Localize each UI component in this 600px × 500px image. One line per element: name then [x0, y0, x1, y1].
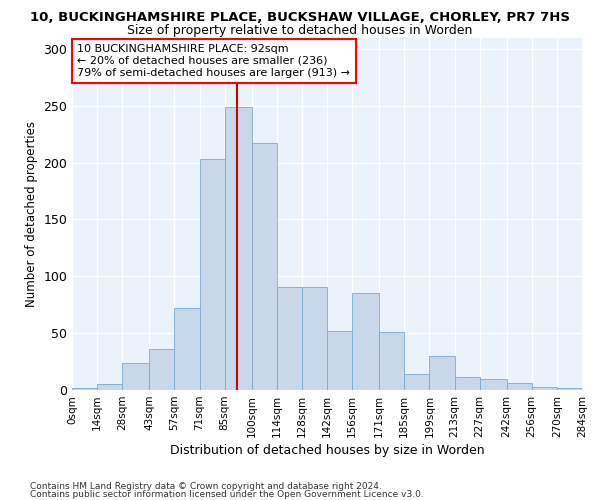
Bar — [379, 332, 404, 390]
Bar — [97, 384, 122, 390]
Bar — [199, 159, 224, 390]
Text: Contains public sector information licensed under the Open Government Licence v3: Contains public sector information licen… — [30, 490, 424, 499]
Bar — [175, 308, 199, 390]
Bar — [506, 383, 532, 390]
Y-axis label: Number of detached properties: Number of detached properties — [25, 120, 38, 306]
Text: 10 BUCKINGHAMSHIRE PLACE: 92sqm
← 20% of detached houses are smaller (236)
79% o: 10 BUCKINGHAMSHIRE PLACE: 92sqm ← 20% of… — [77, 44, 350, 78]
Bar — [479, 378, 506, 390]
Bar — [352, 294, 379, 390]
Bar — [251, 143, 277, 390]
Bar — [455, 378, 479, 390]
Text: Contains HM Land Registry data © Crown copyright and database right 2024.: Contains HM Land Registry data © Crown c… — [30, 482, 382, 491]
Bar — [327, 331, 352, 390]
X-axis label: Distribution of detached houses by size in Worden: Distribution of detached houses by size … — [170, 444, 484, 457]
Bar — [224, 107, 251, 390]
Bar — [277, 286, 302, 390]
Bar — [557, 388, 582, 390]
Bar — [430, 356, 455, 390]
Text: Size of property relative to detached houses in Worden: Size of property relative to detached ho… — [127, 24, 473, 37]
Bar — [122, 362, 149, 390]
Bar — [149, 349, 175, 390]
Bar — [404, 374, 430, 390]
Bar — [302, 286, 327, 390]
Bar — [532, 386, 557, 390]
Text: 10, BUCKINGHAMSHIRE PLACE, BUCKSHAW VILLAGE, CHORLEY, PR7 7HS: 10, BUCKINGHAMSHIRE PLACE, BUCKSHAW VILL… — [30, 11, 570, 24]
Bar — [72, 388, 97, 390]
